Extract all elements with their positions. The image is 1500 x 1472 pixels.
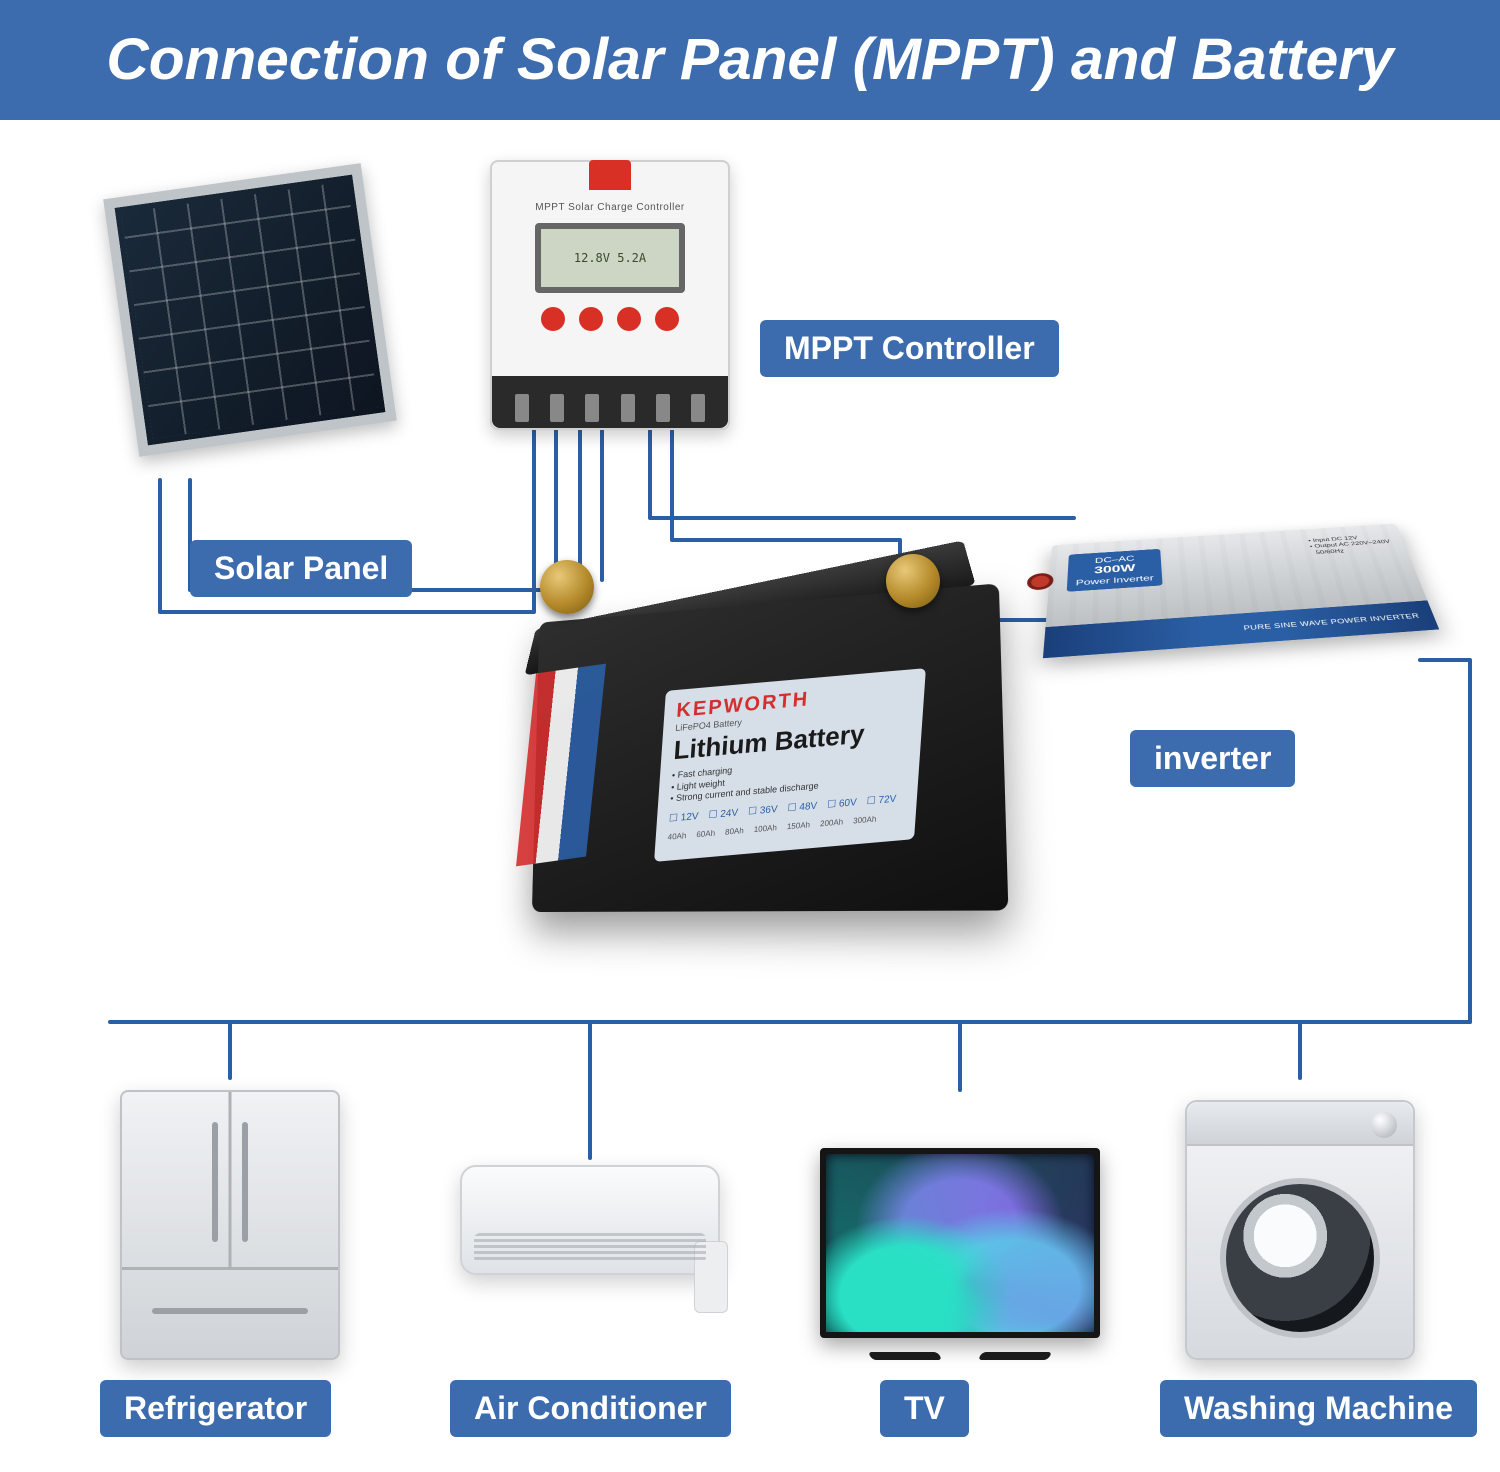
ac-remote [694,1241,728,1313]
mppt-red-tab [589,160,631,190]
inverter-blue-tag: DC–AC 300W Power Inverter [1067,549,1163,592]
mppt-terminal-strip [492,376,728,428]
inverter-spec: • Input DC 12V • Output AC 220V–240V 50/… [1308,533,1394,556]
battery-capacity-option: 80Ah [725,826,744,837]
tv-graphic [820,1148,1100,1338]
battery-capacity-option: 200Ah [820,817,844,828]
tv-wrap [830,1080,1090,1360]
label-refrigerator: Refrigerator [100,1380,331,1437]
label-mppt-controller: MPPT Controller [760,320,1059,377]
label-inverter: inverter [1130,730,1295,787]
battery-voltage-option: ☐ 60V [827,797,857,811]
battery-voltage-option: ☐ 72V [866,794,896,808]
mppt-lcd: 12.8V 5.2A [535,223,685,293]
ac-graphic [460,1165,720,1275]
inverter-graphic: DC–AC 300W Power Inverter • Input DC 12V… [1043,524,1439,659]
tv-aurora [826,1154,1094,1332]
ac-wrap [460,1080,720,1360]
mppt-controller-graphic: MPPT Solar Charge Controller 12.8V 5.2A [490,160,730,430]
node-refrigerator [100,1080,360,1360]
battery-voltage-option: ☐ 48V [787,801,817,815]
refrigerator-wrap [100,1080,360,1360]
washer-wrap [1170,1080,1430,1360]
battery-terminal-right [886,554,940,608]
mppt-button-row [541,307,679,331]
node-washing-machine [1170,1080,1430,1360]
wire-inverter-to-appliance_bus [1420,660,1470,1022]
inverter-socket [1026,572,1054,590]
header-bar: Connection of Solar Panel (MPPT) and Bat… [0,0,1500,120]
battery-capacity-option: 300Ah [853,814,877,825]
diagram-stage: MPPT Solar Charge Controller 12.8V 5.2A … [0,120,1500,1472]
battery-spec-panel: KEPWORTH LiFePO4 Battery Lithium Battery… [654,668,926,862]
battery-capacity-option: 100Ah [753,823,777,834]
label-solar-panel: Solar Panel [190,540,412,597]
battery-capacity-option: 60Ah [696,829,715,840]
tv-stand [870,1342,1050,1360]
solar-panel-graphic [103,163,397,457]
battery-voltage-option: ☐ 12V [669,811,699,825]
mppt-title: MPPT Solar Charge Controller [535,202,684,213]
washer-door [1220,1178,1380,1338]
node-inverter: DC–AC 300W Power Inverter • Input DC 12V… [1050,500,1420,700]
inverter-tag-sub: Power Inverter [1076,573,1154,587]
node-mppt-controller: MPPT Solar Charge Controller 12.8V 5.2A [490,160,730,430]
battery-graphic: KEPWORTH LiFePO4 Battery Lithium Battery… [470,550,1030,910]
washer-dial [1371,1112,1397,1138]
node-tv [810,1080,1110,1360]
label-air-conditioner: Air Conditioner [450,1380,731,1437]
refrigerator-graphic [120,1090,340,1360]
battery-voltage-option: ☐ 24V [708,808,738,822]
node-air-conditioner [430,1080,750,1360]
node-solar-panel [110,180,390,460]
battery-voltage-option: ☐ 36V [748,804,778,818]
battery-terminal-left [540,560,594,614]
battery-capacity-option: 40Ah [667,831,686,842]
node-battery: KEPWORTH LiFePO4 Battery Lithium Battery… [470,550,1030,910]
inverter-strip: PURE SINE WAVE POWER INVERTER [1043,600,1439,658]
label-washing-machine: Washing Machine [1160,1380,1477,1437]
battery-capacity-option: 150Ah [787,820,811,831]
label-tv: TV [880,1380,969,1437]
washer-graphic [1185,1100,1415,1360]
